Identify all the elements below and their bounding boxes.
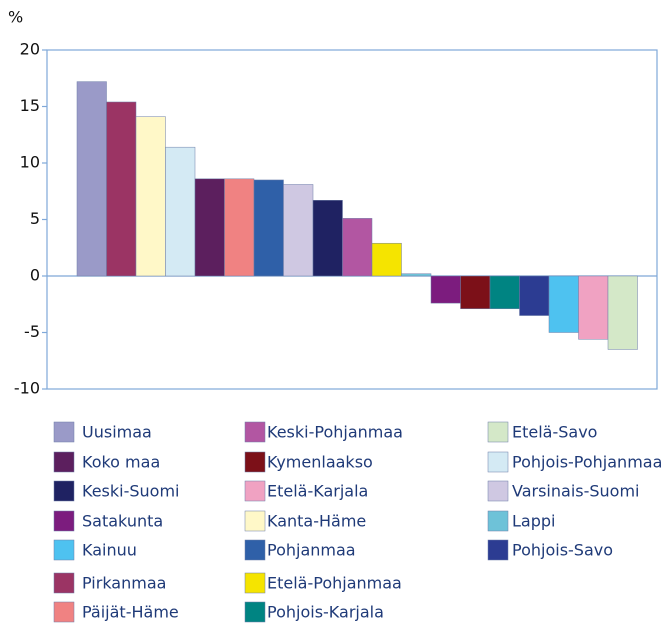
legend-label: Koko maa — [82, 453, 160, 472]
bar — [106, 101, 137, 277]
legend-swatch — [53, 421, 75, 443]
legend-label: Uusimaa — [82, 423, 152, 442]
legend-label: Pirkanmaa — [82, 574, 166, 593]
legend-swatch — [53, 601, 75, 623]
bar — [135, 116, 166, 277]
legend-label: Etelä-Pohjanmaa — [267, 574, 402, 593]
legend-label: Kymenlaakso — [267, 453, 373, 472]
legend-label: Satakunta — [82, 512, 163, 531]
legend-swatch — [487, 510, 509, 532]
legend-swatch — [487, 421, 509, 443]
legend-label: Pohjois-Savo — [512, 541, 613, 560]
y-tick-label: 20 — [20, 40, 40, 59]
legend-swatch — [244, 539, 266, 561]
legend-swatch — [53, 539, 75, 561]
y-tick-label: 15 — [20, 96, 40, 115]
bar — [224, 178, 255, 277]
y-tick-label: -5 — [24, 322, 40, 341]
legend-swatch — [53, 572, 75, 594]
bar — [253, 179, 284, 277]
bar — [76, 81, 107, 277]
bar — [312, 200, 343, 277]
legend-swatch — [487, 539, 509, 561]
bar — [548, 275, 579, 333]
legend-label: Pohjanmaa — [267, 541, 356, 560]
legend-swatch — [244, 601, 266, 623]
y-tick-label: -10 — [14, 379, 40, 398]
legend-swatch — [487, 451, 509, 473]
legend-swatch — [487, 480, 509, 502]
legend-swatch — [244, 572, 266, 594]
bar — [519, 275, 550, 316]
legend-label: Pohjois-Pohjanmaa — [512, 453, 662, 472]
y-tick-label: 0 — [30, 266, 40, 285]
legend-swatch — [53, 451, 75, 473]
legend-swatch — [244, 451, 266, 473]
legend-label: Kanta-Häme — [267, 512, 366, 531]
legend-swatch — [53, 510, 75, 532]
bar — [489, 275, 520, 310]
legend-label: Keski-Pohjanmaa — [267, 423, 403, 442]
y-axis-label: % — [8, 8, 23, 27]
legend-swatch — [244, 480, 266, 502]
bar — [283, 184, 314, 277]
bar — [194, 178, 225, 277]
bar — [460, 275, 491, 310]
bar — [342, 218, 373, 277]
bar — [607, 275, 638, 350]
legend-label: Etelä-Savo — [512, 423, 597, 442]
legend-swatch — [53, 480, 75, 502]
legend-swatch — [244, 510, 266, 532]
y-tick-label: 5 — [30, 209, 40, 228]
legend-label: Kainuu — [82, 541, 137, 560]
bar — [165, 146, 196, 277]
bar — [371, 242, 402, 277]
bar — [430, 275, 461, 304]
legend-label: Pohjois-Karjala — [267, 603, 384, 622]
legend-label: Keski-Suomi — [82, 482, 179, 501]
y-tick-label: 10 — [20, 153, 40, 172]
legend-label: Etelä-Karjala — [267, 482, 368, 501]
legend-label: Varsinais-Suomi — [512, 482, 639, 501]
bar — [578, 275, 609, 340]
legend-swatch — [244, 421, 266, 443]
bar — [401, 273, 432, 277]
legend-label: Lappi — [512, 512, 555, 531]
legend-label: Päijät-Häme — [82, 603, 179, 622]
